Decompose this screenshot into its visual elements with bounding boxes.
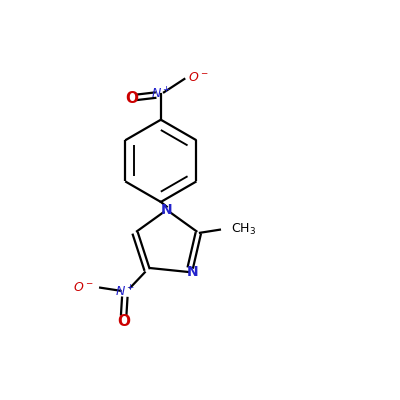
Text: N: N	[161, 203, 172, 217]
Text: $N^+$: $N^+$	[116, 284, 136, 299]
Text: O: O	[117, 314, 130, 329]
Text: CH$_3$: CH$_3$	[231, 222, 256, 237]
Text: $N^+$: $N^+$	[151, 87, 171, 102]
Text: $O^-$: $O^-$	[74, 281, 94, 294]
Text: N: N	[186, 265, 198, 279]
Text: O: O	[125, 91, 138, 106]
Text: $O^-$: $O^-$	[188, 71, 209, 84]
